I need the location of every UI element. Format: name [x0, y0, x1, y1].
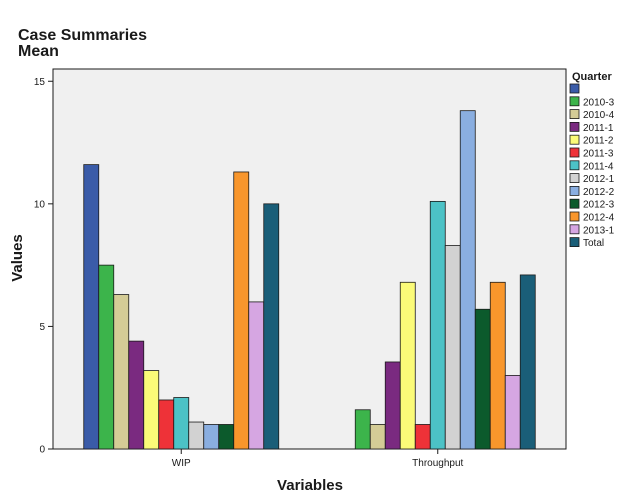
bar-throughput-2011-4: [429, 200, 446, 450]
bar-wip-2011-4: [173, 397, 190, 450]
bar-wip-2012-3: [218, 424, 235, 450]
bar-throughput-2012-2: [459, 110, 476, 450]
bar-wip-2012-4: [233, 171, 250, 450]
x-tick-label: Throughput: [412, 458, 463, 469]
bar-wip-2012-2: [203, 424, 220, 450]
legend-swatch: [569, 134, 580, 145]
legend-title: Quarter: [572, 71, 612, 83]
legend-swatch: [569, 147, 580, 158]
legend-label: 2011-1: [583, 123, 614, 134]
legend-swatch: [569, 173, 580, 184]
bar-throughput-2010-3: [354, 409, 371, 450]
legend-swatch: [569, 198, 580, 209]
bars: [83, 110, 536, 450]
legend-swatch: [569, 185, 580, 196]
legend-label: 2011-2: [583, 136, 614, 147]
bar-throughput-2011-1: [384, 361, 401, 450]
y-tick-label: 15: [34, 77, 46, 88]
bar-wip-2010-3: [98, 264, 115, 450]
bar-wip-2013-1: [248, 301, 265, 450]
y-tick-label: 10: [34, 199, 46, 210]
bar-throughput-total: [519, 274, 536, 450]
bar-throughput-2012-1: [444, 245, 461, 450]
x-axis: WIP Throughput: [172, 449, 464, 469]
legend-swatch: [569, 237, 580, 248]
legend-label: 2012-4: [583, 213, 615, 224]
legend-label: 2012-3: [583, 200, 615, 211]
bar-wip-2011-2: [143, 370, 160, 450]
legend-label: 2011-3: [583, 149, 614, 160]
bar-throughput-2011-2: [399, 281, 416, 450]
bar-wip-2012-1: [188, 421, 205, 450]
legend-label: 2013-1: [583, 225, 615, 236]
bar-throughput-2012-3: [474, 308, 491, 450]
y-tick-label: 5: [39, 322, 45, 333]
bar-wip-2011-3: [158, 399, 175, 450]
legend-swatch: [569, 211, 580, 222]
legend-swatch: [569, 83, 580, 94]
legend-label: 2012-1: [583, 174, 615, 185]
bar-throughput-2012-4: [489, 281, 506, 450]
legend-label: 2012-2: [583, 187, 615, 198]
bar-throughput-2011-3: [414, 424, 431, 450]
bar-throughput-2010-4: [369, 424, 386, 450]
y-axis: 0 5 10 15: [34, 77, 53, 456]
bar-wip-blank: [83, 164, 100, 450]
legend-swatch: [569, 160, 580, 171]
bar-wip-2011-1: [128, 340, 145, 450]
legend-label: Total: [583, 238, 604, 249]
y-tick-label: 0: [39, 445, 45, 456]
legend: Quarter 2010-32010-42011-12011-22011-320…: [569, 71, 615, 249]
chart-title: Case Summaries: [18, 27, 147, 44]
bar-wip-2010-4: [113, 294, 130, 450]
legend-swatch: [569, 122, 580, 132]
legend-swatch: [569, 109, 580, 119]
bar-throughput-2013-1: [504, 375, 521, 450]
legend-label: 2011-4: [583, 161, 614, 172]
legend-label: 2010-4: [583, 110, 615, 121]
legend-swatch: [569, 224, 580, 235]
y-axis-title: Values: [9, 234, 26, 282]
legend-label: 2010-3: [583, 97, 615, 108]
x-tick-label: WIP: [172, 458, 191, 469]
bar-wip-total: [263, 203, 280, 450]
chart-subtitle: Mean: [18, 43, 59, 60]
x-axis-title: Variables: [277, 477, 343, 494]
legend-swatch: [569, 96, 580, 107]
